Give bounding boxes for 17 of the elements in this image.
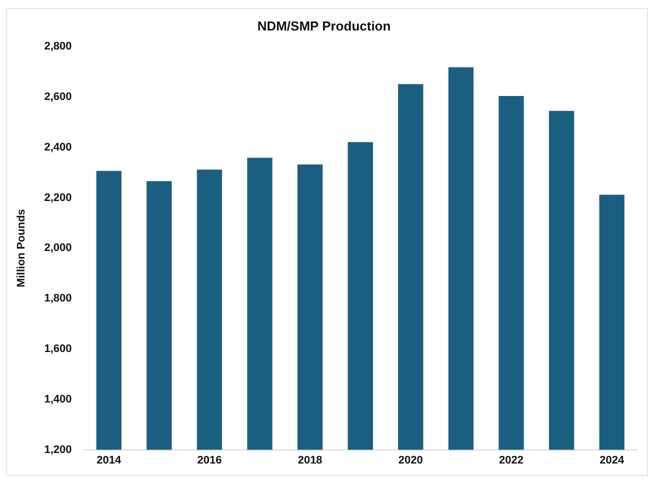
y-tick-label: 1,200 <box>44 444 72 456</box>
y-tick-label: 1,600 <box>44 343 72 356</box>
x-tick-label: 2020 <box>398 454 423 466</box>
y-tick-label: 2,600 <box>44 91 72 104</box>
x-tick-label: 2016 <box>197 454 222 466</box>
y-tick-label: 1,800 <box>44 292 72 305</box>
x-tick-label: 2018 <box>298 454 322 466</box>
y-axis-title: Million Pounds <box>16 209 28 288</box>
x-tick-label: 2024 <box>600 454 625 466</box>
chart-title: NDM/SMP Production <box>257 18 391 34</box>
x-tick-label: 2014 <box>96 454 122 466</box>
y-tick-label: 2,800 <box>44 40 72 53</box>
y-tick-label: 1,400 <box>44 393 72 406</box>
x-tick-label: 2022 <box>499 454 524 466</box>
y-tick-label: 2,200 <box>44 192 72 204</box>
y-tick-label: 2,000 <box>44 242 72 254</box>
y-tick-label: 2,400 <box>44 141 72 154</box>
